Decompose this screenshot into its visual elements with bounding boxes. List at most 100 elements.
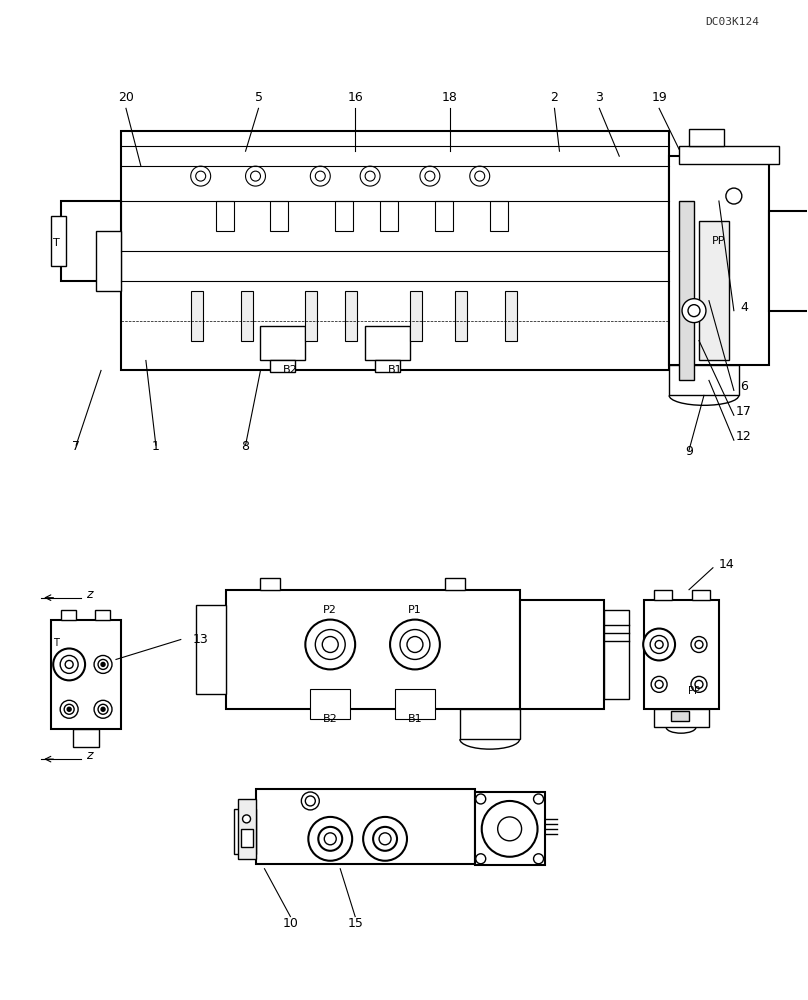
Circle shape (363, 817, 407, 861)
Bar (654, 709, 709, 727)
Text: 2: 2 (550, 91, 558, 104)
Circle shape (324, 833, 336, 845)
Text: z: z (86, 749, 93, 762)
Bar (196, 605, 225, 694)
Circle shape (650, 636, 668, 653)
Text: 16: 16 (347, 91, 363, 104)
Circle shape (691, 676, 707, 692)
Bar (241, 829, 253, 847)
Circle shape (301, 792, 319, 810)
Circle shape (533, 794, 544, 804)
Text: 14: 14 (719, 558, 734, 571)
Circle shape (476, 854, 486, 864)
Text: B1: B1 (408, 714, 423, 724)
Circle shape (318, 827, 343, 851)
Bar (271, 201, 288, 231)
Circle shape (651, 676, 667, 692)
Circle shape (315, 630, 345, 659)
Circle shape (250, 171, 260, 181)
Circle shape (390, 620, 440, 669)
Circle shape (98, 659, 108, 669)
Bar (679, 201, 694, 380)
Circle shape (643, 629, 675, 660)
Circle shape (691, 637, 707, 652)
Text: 8: 8 (242, 440, 250, 453)
Circle shape (65, 660, 74, 668)
Circle shape (365, 171, 375, 181)
Text: 3: 3 (595, 91, 604, 104)
Text: 6: 6 (740, 380, 747, 393)
Bar (380, 201, 398, 231)
Text: 19: 19 (651, 91, 667, 104)
Text: z: z (86, 588, 93, 601)
Text: T: T (53, 238, 60, 248)
Circle shape (498, 817, 522, 841)
Circle shape (688, 305, 700, 317)
Circle shape (60, 700, 78, 718)
Bar (191, 291, 203, 341)
Bar (490, 201, 507, 231)
Bar (445, 578, 465, 590)
Circle shape (400, 630, 430, 659)
Circle shape (425, 171, 435, 181)
Bar (375, 360, 400, 372)
Circle shape (360, 166, 380, 186)
Circle shape (101, 662, 105, 666)
Text: 4: 4 (740, 301, 747, 314)
Text: 1: 1 (152, 440, 160, 453)
Circle shape (407, 637, 423, 652)
Circle shape (475, 171, 485, 181)
Bar (520, 600, 604, 709)
Circle shape (695, 641, 703, 648)
Bar (305, 291, 318, 341)
Circle shape (305, 620, 356, 669)
Circle shape (379, 833, 391, 845)
Bar (345, 291, 357, 341)
Bar (604, 610, 629, 699)
Circle shape (655, 680, 663, 688)
Text: PP: PP (712, 236, 726, 246)
Bar (679, 146, 779, 164)
Circle shape (53, 648, 85, 680)
Circle shape (60, 655, 78, 673)
Bar (255, 789, 475, 864)
Text: B1: B1 (388, 365, 402, 375)
Text: 12: 12 (736, 430, 751, 443)
Text: T: T (53, 638, 59, 648)
Bar (410, 291, 422, 341)
Bar (768, 211, 808, 311)
Bar (335, 201, 353, 231)
Circle shape (191, 166, 211, 186)
Circle shape (420, 166, 440, 186)
Text: 7: 7 (72, 440, 80, 453)
Text: 10: 10 (283, 917, 298, 930)
Text: 18: 18 (442, 91, 458, 104)
Circle shape (196, 171, 206, 181)
Text: B2: B2 (283, 365, 298, 375)
Bar (455, 291, 467, 341)
Bar (51, 216, 66, 266)
Text: P1: P1 (408, 605, 422, 615)
Circle shape (533, 854, 544, 864)
Circle shape (101, 707, 105, 711)
Circle shape (305, 796, 315, 806)
Circle shape (246, 166, 266, 186)
Text: 20: 20 (118, 91, 134, 104)
Circle shape (482, 801, 537, 857)
Bar (234, 809, 255, 854)
Circle shape (315, 171, 326, 181)
Bar (96, 231, 121, 291)
Bar (365, 326, 410, 360)
Bar (241, 291, 253, 341)
Bar (225, 590, 520, 709)
Circle shape (726, 188, 742, 204)
Bar (654, 590, 672, 600)
Bar (238, 799, 255, 859)
Circle shape (373, 827, 397, 851)
Bar (505, 291, 516, 341)
Circle shape (322, 637, 339, 652)
Circle shape (309, 817, 352, 861)
Bar (671, 711, 689, 721)
Text: 13: 13 (193, 633, 208, 646)
Text: 9: 9 (685, 445, 693, 458)
